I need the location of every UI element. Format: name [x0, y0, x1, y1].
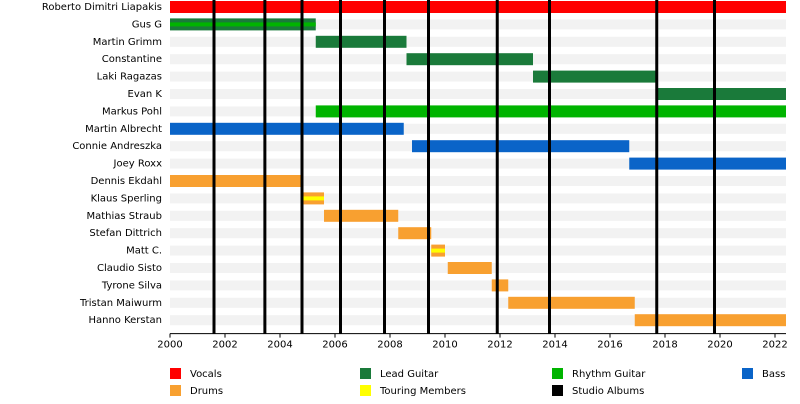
span-bar	[533, 70, 657, 83]
span-bar	[431, 248, 445, 253]
span-bar	[170, 122, 404, 135]
member-name: Stefan Dittrich	[89, 228, 162, 239]
legend-label: Studio Albums	[572, 386, 644, 397]
x-tick-label: 2004	[267, 340, 292, 351]
span-bar	[508, 296, 635, 309]
x-tick-label: 2010	[432, 340, 457, 351]
row-background	[170, 19, 786, 30]
member-name: Evan K	[128, 89, 163, 100]
member-name: Roberto Dimitri Liapakis	[42, 2, 162, 13]
x-tick-label: 2000	[157, 340, 182, 351]
member-name: Claudio Sisto	[97, 263, 162, 274]
span-bar	[170, 22, 316, 27]
member-name: Tristan Maiwurm	[79, 298, 162, 309]
row-background	[170, 158, 786, 169]
x-tick-label: 2022	[762, 340, 787, 351]
x-tick-label: 2020	[707, 340, 732, 351]
legend-swatch	[360, 385, 371, 396]
span-bar	[315, 35, 407, 48]
row-background	[170, 123, 786, 134]
span-bar	[634, 314, 786, 327]
legend-label: Touring Members	[379, 386, 466, 397]
x-tick-label: 2002	[212, 340, 237, 351]
row-background	[170, 176, 786, 186]
x-tick-label: 2008	[377, 340, 402, 351]
span-bar	[398, 227, 432, 240]
legend-swatch	[552, 385, 563, 396]
member-name: Mathias Straub	[86, 211, 162, 222]
span-bar	[324, 209, 399, 222]
legend-label: Rhythm Guitar	[572, 369, 646, 380]
member-name: Joey Roxx	[113, 159, 163, 170]
member-name: Connie Andreszka	[72, 141, 162, 152]
row-background	[170, 315, 786, 326]
legend-swatch	[742, 368, 753, 379]
span-bar	[656, 88, 786, 100]
x-tick-label: 2014	[542, 340, 567, 351]
member-name: Markus Pohl	[102, 106, 162, 117]
member-name: Constantine	[102, 54, 162, 65]
member-name: Hanno Kerstan	[88, 315, 162, 326]
row-background	[170, 36, 786, 47]
span-bar	[491, 279, 509, 292]
member-name: Dennis Ekdahl	[91, 176, 162, 187]
member-name: Martin Grimm	[93, 37, 162, 48]
x-tick-label: 2006	[322, 340, 347, 351]
member-name: Gus G	[132, 19, 162, 30]
legend-label: Drums	[190, 386, 223, 397]
span-bar	[302, 196, 324, 201]
row-background	[170, 245, 786, 256]
row-background	[170, 228, 786, 239]
span-bar	[447, 262, 492, 274]
member-name: Laki Ragazas	[97, 72, 162, 83]
row-background	[170, 297, 786, 308]
x-tick-label: 2012	[487, 340, 512, 351]
legend-swatch	[170, 385, 181, 396]
legend-swatch	[170, 368, 181, 379]
row-background	[170, 89, 786, 99]
row-background	[170, 280, 786, 291]
span-bar	[170, 175, 302, 187]
member-name: Matt C.	[126, 246, 162, 257]
row-background	[170, 193, 786, 204]
row-background	[170, 71, 786, 82]
legend-swatch	[360, 368, 371, 379]
legend-label: Vocals	[190, 369, 222, 380]
row-background	[170, 210, 786, 221]
legend-swatch	[552, 368, 563, 379]
member-name: Klaus Sperling	[91, 193, 162, 204]
legend-label: Lead Guitar	[380, 369, 439, 380]
span-bar	[406, 53, 533, 66]
span-bar	[629, 157, 786, 170]
span-bar	[170, 1, 786, 13]
x-tick-label: 2018	[652, 340, 677, 351]
member-name: Martin Albrecht	[85, 124, 162, 135]
span-bar	[412, 140, 630, 153]
member-name: Tyrone Silva	[101, 280, 162, 291]
legend-label: Bass	[762, 369, 785, 380]
x-tick-label: 2016	[597, 340, 622, 351]
